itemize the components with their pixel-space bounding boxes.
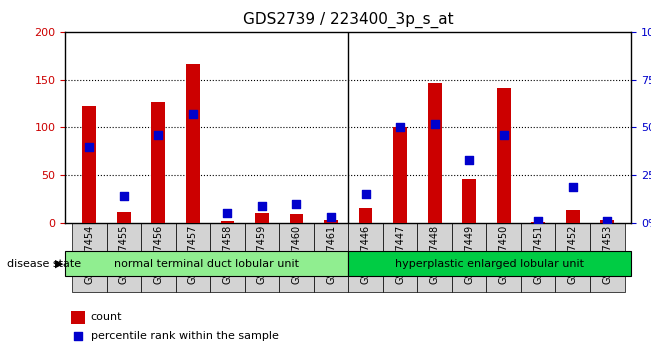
FancyBboxPatch shape [65,251,348,276]
Point [464,157,475,163]
Point [256,203,267,209]
Point [602,218,613,224]
Bar [83,107,96,223]
Bar [497,88,510,223]
Text: ▶: ▶ [55,259,64,269]
Bar [590,223,624,292]
Bar [72,223,107,292]
Bar [221,221,234,223]
Bar [600,220,614,223]
Point [72,333,83,339]
Bar [566,210,579,223]
Point [222,211,232,216]
FancyBboxPatch shape [348,251,631,276]
Bar [176,223,210,292]
Text: percentile rank within the sample: percentile rank within the sample [90,331,279,341]
Bar [393,127,407,223]
Point [395,125,406,130]
Text: count: count [90,312,122,322]
Bar [462,179,476,223]
Point [326,215,336,220]
Bar [71,311,85,324]
Bar [255,213,269,223]
Bar [417,223,452,292]
Text: hyperplastic enlarged lobular unit: hyperplastic enlarged lobular unit [395,259,585,269]
Bar [555,223,590,292]
Bar [383,223,417,292]
Point [118,193,129,199]
Point [568,184,578,189]
Point [430,121,440,126]
Bar [486,223,521,292]
Bar [452,223,486,292]
Bar [359,208,372,223]
Bar [428,82,441,223]
Bar [314,223,348,292]
Text: disease state: disease state [7,259,81,269]
Bar [290,215,303,223]
Bar [531,222,545,223]
Bar [152,102,165,223]
Point [84,144,94,149]
Bar [324,220,338,223]
Bar [117,212,131,223]
Bar [521,223,555,292]
Title: GDS2739 / 223400_3p_s_at: GDS2739 / 223400_3p_s_at [243,12,454,28]
Bar [186,64,200,223]
Bar [107,223,141,292]
Text: normal terminal duct lobular unit: normal terminal duct lobular unit [114,259,299,269]
Point [361,192,371,197]
Point [291,201,301,207]
Point [187,111,198,117]
Point [533,218,544,224]
Bar [245,223,279,292]
Bar [210,223,245,292]
Bar [348,223,383,292]
Point [153,132,163,138]
Point [499,132,509,138]
Bar [141,223,176,292]
Bar [279,223,314,292]
